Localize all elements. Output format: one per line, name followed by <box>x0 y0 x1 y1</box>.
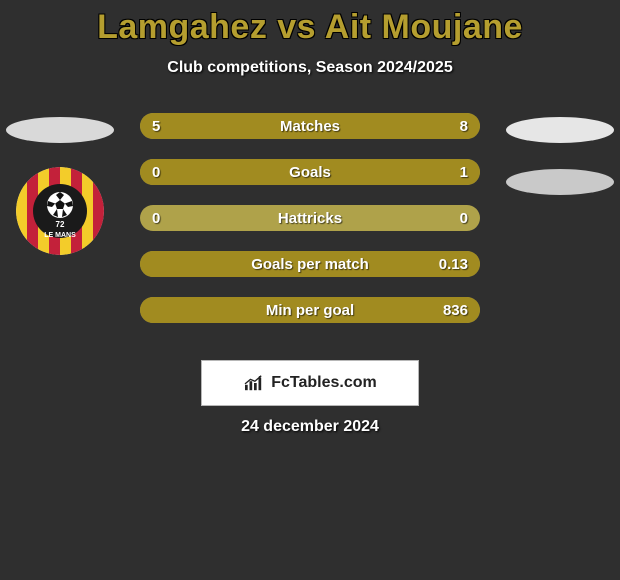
right-ellipse-placeholder-1 <box>506 117 614 143</box>
stat-label: Goals per match <box>140 251 480 277</box>
stat-label: Goals <box>140 159 480 185</box>
stat-value-left: 5 <box>152 113 160 139</box>
comparison-card: Lamgahez vs Ait Moujane Club competition… <box>0 8 620 580</box>
stat-label: Min per goal <box>140 297 480 323</box>
stat-value-right: 0.13 <box>439 251 468 277</box>
brand-text: FcTables.com <box>271 374 377 392</box>
stats-bars: Matches58Goals01Hattricks00Goals per mat… <box>140 113 480 343</box>
stat-value-left: 0 <box>152 205 160 231</box>
date-stamp: 24 december 2024 <box>0 418 620 436</box>
stat-value-right: 836 <box>443 297 468 323</box>
stat-value-right: 0 <box>460 205 468 231</box>
bar-chart-icon <box>243 374 265 392</box>
left-club-badge: 72 LE MANS <box>16 167 104 255</box>
page-subtitle: Club competitions, Season 2024/2025 <box>0 59 620 77</box>
stat-bar: Goals per match0.13 <box>140 251 480 277</box>
stat-value-right: 8 <box>460 113 468 139</box>
stat-label: Hattricks <box>140 205 480 231</box>
stat-bar: Goals0 1 <box>140 159 480 185</box>
svg-text:72: 72 <box>56 220 65 229</box>
stat-bar: Matches5 8 <box>140 113 480 139</box>
stat-value-right: 1 <box>460 159 468 185</box>
left-ellipse-placeholder <box>6 117 114 143</box>
brand-box[interactable]: FcTables.com <box>201 360 419 406</box>
stat-bar: Hattricks0 0 <box>140 205 480 231</box>
svg-text:LE MANS: LE MANS <box>44 232 76 239</box>
club-crest-icon: 72 LE MANS <box>16 167 104 255</box>
stat-label: Matches <box>140 113 480 139</box>
stat-bar: Min per goal836 <box>140 297 480 323</box>
main-area: 72 LE MANS Matches58Goals01Hattricks00Go… <box>0 113 620 333</box>
page-title: Lamgahez vs Ait Moujane <box>0 8 620 47</box>
stat-value-left: 0 <box>152 159 160 185</box>
right-ellipse-placeholder-2 <box>506 169 614 195</box>
